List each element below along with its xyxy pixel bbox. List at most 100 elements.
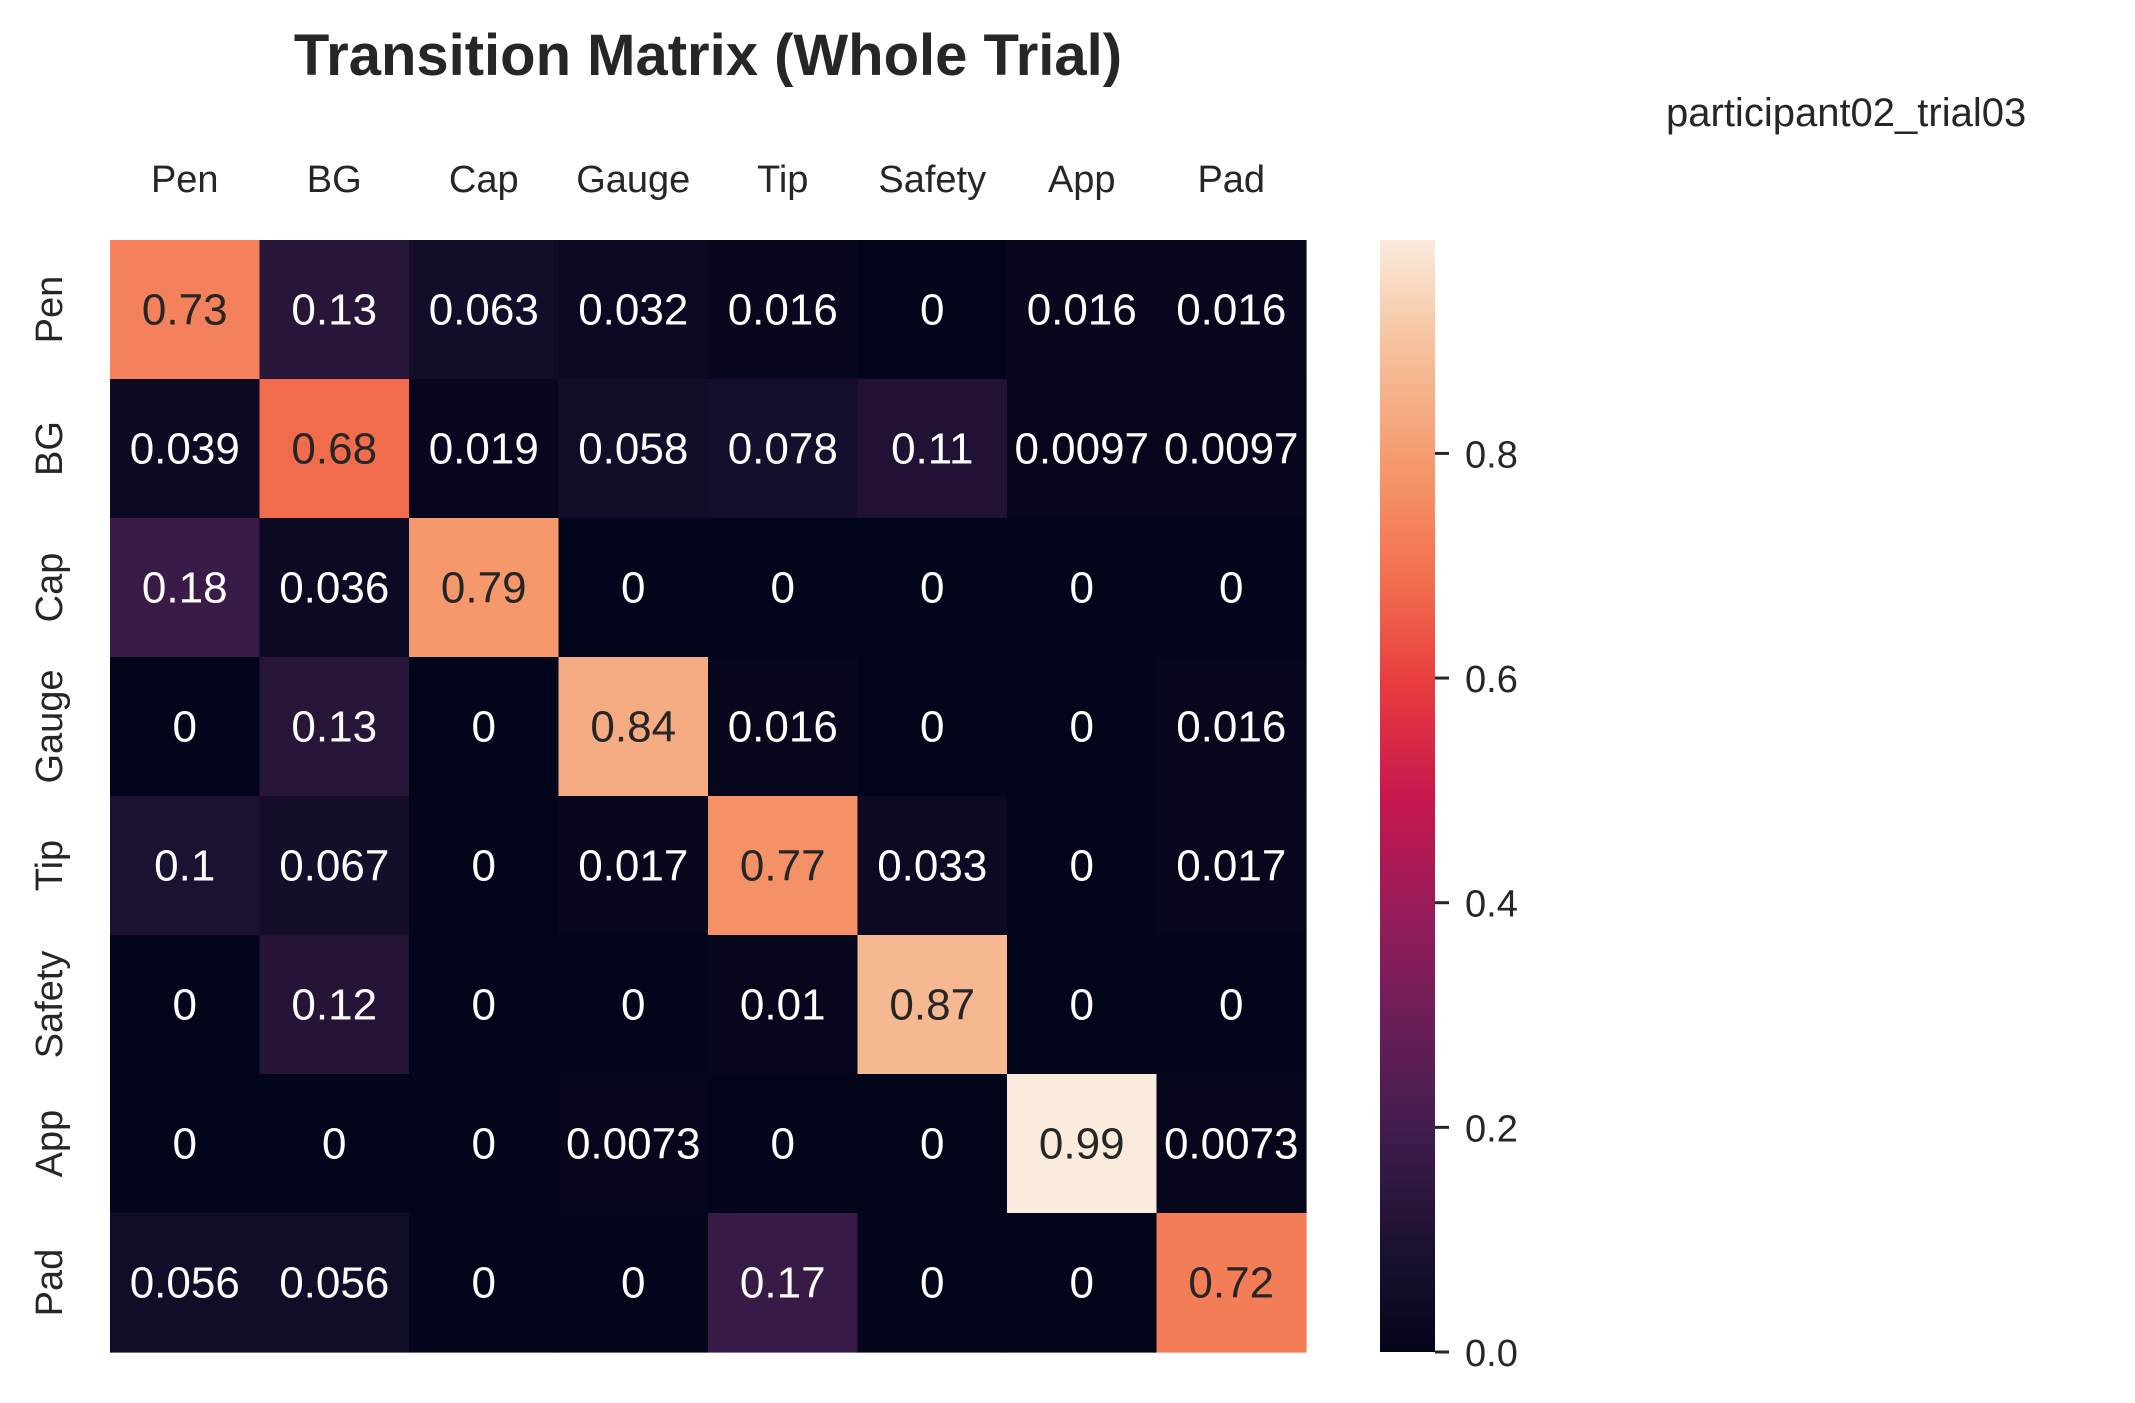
heatmap-cell — [1007, 657, 1158, 797]
heatmap-cell — [857, 796, 1008, 936]
cell-value-label: 0.016 — [728, 286, 838, 335]
chart-title: Transition Matrix (Whole Trial) — [294, 23, 1122, 88]
heatmap-cell — [409, 796, 560, 936]
x-axis-labels: Pen BG Cap Gauge Tip Safety App Pad — [151, 159, 1265, 201]
heatmap-cell — [259, 1213, 410, 1353]
cell-value-label: 0.84 — [590, 703, 676, 752]
heatmap-cell — [857, 379, 1008, 519]
heatmap-cell — [259, 240, 410, 380]
heatmap-cell — [110, 240, 261, 380]
heatmap-cell — [1156, 1213, 1307, 1353]
x-tick-label: Safety — [878, 159, 986, 201]
cell-value-label: 0.016 — [1027, 286, 1137, 335]
heatmap-cell — [110, 518, 261, 658]
cell-value-label: 0 — [1219, 981, 1243, 1030]
cell-value-label: 0 — [1070, 842, 1094, 891]
y-tick-label: BG — [29, 421, 71, 476]
x-tick-label: Gauge — [576, 159, 690, 201]
cell-value-label: 0 — [920, 1120, 944, 1169]
heatmap-cell — [558, 379, 709, 519]
heatmap-cell — [558, 1074, 709, 1214]
heatmap-cell — [1156, 240, 1307, 380]
cell-value-label: 0 — [1219, 564, 1243, 613]
heatmap-cell — [409, 1074, 560, 1214]
heatmap-cell — [857, 657, 1008, 797]
heatmap-cells: 0.73 0.13 0.063 0.032 0.016 0 0.016 0.016 0.039 0… — [110, 240, 1307, 1353]
cell-value-label: 0.016 — [728, 703, 838, 752]
heatmap-cell — [110, 1074, 261, 1214]
heatmap-cell — [259, 1074, 410, 1214]
cell-value-label: 0 — [920, 1259, 944, 1308]
cell-value-label: 0.17 — [740, 1259, 826, 1308]
heatmap-cell — [857, 518, 1008, 658]
y-axis-labels: Pen BG Cap Gauge Tip Safety App Pad — [29, 276, 71, 1317]
cell-value-label: 0 — [771, 1120, 795, 1169]
cell-value-label: 0.063 — [429, 286, 539, 335]
cell-value-label: 0 — [472, 842, 496, 891]
cell-value-label: 0.73 — [142, 286, 228, 335]
heatmap-cell — [857, 240, 1008, 380]
heatmap-cell — [409, 379, 560, 519]
x-tick-label: Cap — [449, 159, 519, 201]
cell-value-label: 0 — [920, 564, 944, 613]
cell-value-label: 0 — [173, 1120, 197, 1169]
cell-value-label: 0 — [920, 286, 944, 335]
y-tick-label: Gauge — [29, 669, 71, 783]
heatmap-cell — [1156, 657, 1307, 797]
heatmap-cell — [708, 240, 859, 380]
heatmap-cell — [259, 379, 410, 519]
cell-value-label: 0.017 — [578, 842, 688, 891]
cell-value-label: 0.13 — [291, 703, 377, 752]
cell-value-label: 0 — [322, 1120, 346, 1169]
heatmap-cell — [110, 935, 261, 1075]
colorbar-tick-label: 0.2 — [1465, 1108, 1518, 1150]
cell-value-label: 0.067 — [279, 842, 389, 891]
cell-value-label: 0 — [621, 981, 645, 1030]
x-tick-label: Tip — [757, 159, 808, 201]
colorbar-tick-label: 0.6 — [1465, 659, 1518, 701]
cell-value-label: 0.058 — [578, 425, 688, 474]
y-tick-label: Cap — [29, 553, 71, 623]
cell-value-label: 0.056 — [130, 1259, 240, 1308]
cell-value-label: 0 — [1070, 564, 1094, 613]
cell-value-label: 0.79 — [441, 564, 527, 613]
heatmap-cell — [558, 657, 709, 797]
y-tick-label: Tip — [29, 840, 71, 891]
heatmap-cell — [558, 240, 709, 380]
heatmap-cell — [558, 518, 709, 658]
heatmap-cell — [1156, 1074, 1307, 1214]
colorbar-tick-label: 0.8 — [1465, 434, 1518, 476]
heatmap-cell — [1156, 796, 1307, 936]
heatmap-cell — [1156, 518, 1307, 658]
heatmap-cell — [110, 796, 261, 936]
x-tick-label: BG — [307, 159, 362, 201]
cell-value-label: 0.13 — [291, 286, 377, 335]
heatmap-cell — [708, 518, 859, 658]
cell-value-label: 0.0073 — [566, 1120, 701, 1169]
cell-value-label: 0.078 — [728, 425, 838, 474]
colorbar-tick-label: 0.4 — [1465, 884, 1518, 926]
heatmap-cell — [409, 1213, 560, 1353]
cell-value-label: 0 — [1070, 703, 1094, 752]
cell-value-label: 0.036 — [279, 564, 389, 613]
heatmap-cell — [857, 935, 1008, 1075]
cell-value-label: 0 — [621, 1259, 645, 1308]
cell-value-label: 0.0097 — [1014, 425, 1149, 474]
heatmap-cell — [409, 657, 560, 797]
heatmap-cell — [259, 935, 410, 1075]
cell-value-label: 0.1 — [154, 842, 215, 891]
heatmap-cell — [1156, 379, 1307, 519]
heatmap-cell — [558, 1213, 709, 1353]
x-tick-label: App — [1048, 159, 1116, 201]
colorbar-tick-label: 0.0 — [1465, 1333, 1518, 1375]
heatmap-cell — [558, 935, 709, 1075]
heatmap-cell — [708, 796, 859, 936]
heatmap-cell — [1007, 1074, 1158, 1214]
cell-value-label: 0.056 — [279, 1259, 389, 1308]
cell-value-label: 0 — [771, 564, 795, 613]
cell-value-label: 0.87 — [889, 981, 975, 1030]
heatmap-cell — [1156, 935, 1307, 1075]
cell-value-label: 0.01 — [740, 981, 826, 1030]
heatmap-cell — [1007, 1213, 1158, 1353]
cell-value-label: 0 — [173, 703, 197, 752]
